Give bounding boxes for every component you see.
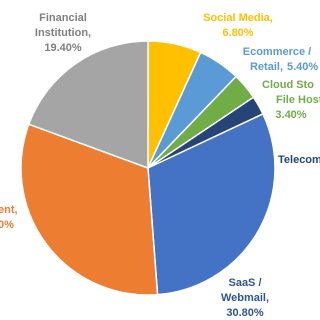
slice-label: Social Media, [203,12,273,24]
pie-slice [20,123,159,296]
slice-label: Institution, [35,27,91,39]
slice-label: ent, [0,204,18,216]
value-label: 30.80% [226,307,264,319]
value-label: 0% [0,219,14,231]
slice-label: File Host [276,94,320,106]
slice-label: Ecommerce / [243,46,311,58]
value-label: 19.40% [44,42,82,54]
slice-label: Retail, [250,61,283,73]
value-label: 5.40% [287,61,318,73]
slice-label: Cloud Sto [262,79,314,91]
slice-label: Telecom [278,154,320,166]
slice-label: Financial [39,12,87,24]
slice-label: Webmail, [221,292,269,304]
pie-slice [27,40,149,170]
value-label: 3.40% [275,109,306,121]
slice-label: SaaS / [228,277,261,289]
pie-slice [147,112,276,296]
value-label: 6.80% [222,27,253,39]
